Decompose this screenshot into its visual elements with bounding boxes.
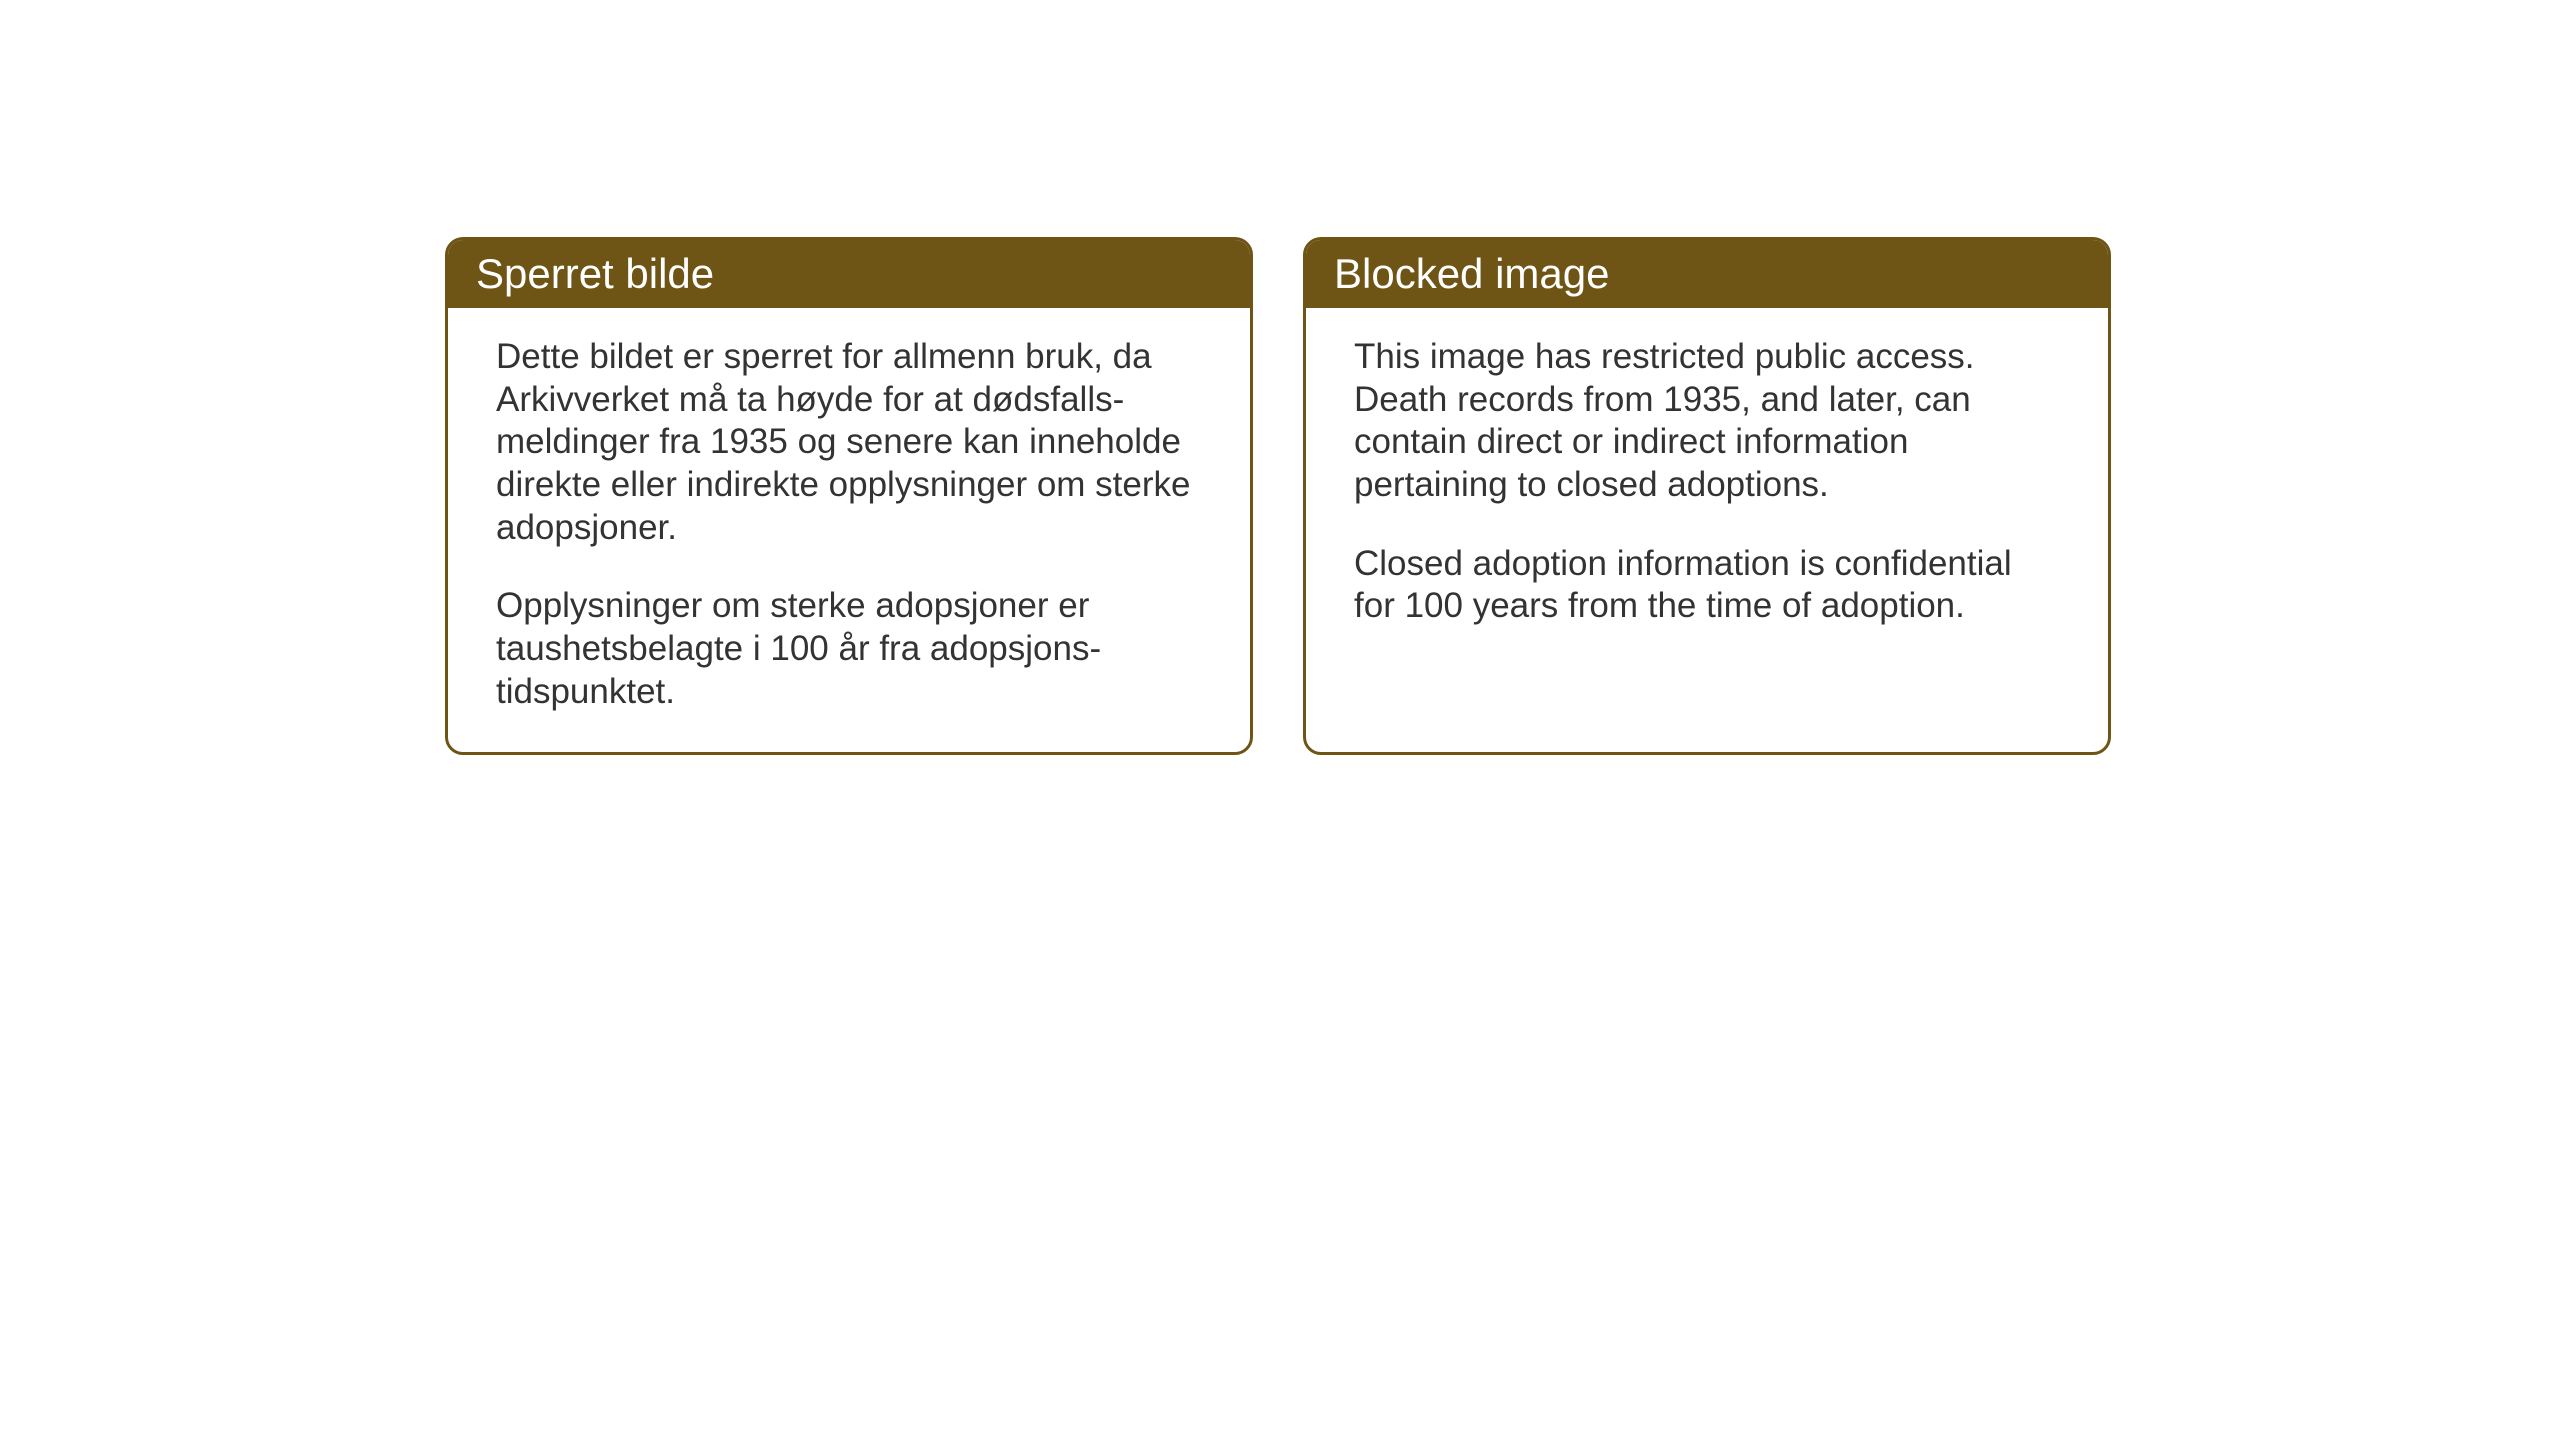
card-paragraph-1-norwegian: Dette bildet er sperret for allmenn bruk… <box>496 336 1202 549</box>
card-body-norwegian: Dette bildet er sperret for allmenn bruk… <box>448 308 1250 752</box>
card-title-norwegian: Sperret bilde <box>476 250 714 297</box>
cards-container: Sperret bilde Dette bildet er sperret fo… <box>445 237 2111 755</box>
card-paragraph-1-english: This image has restricted public access.… <box>1354 336 2060 507</box>
card-title-english: Blocked image <box>1334 250 1609 297</box>
card-english: Blocked image This image has restricted … <box>1303 237 2111 755</box>
card-header-norwegian: Sperret bilde <box>448 240 1250 308</box>
card-header-english: Blocked image <box>1306 240 2108 308</box>
card-paragraph-2-norwegian: Opplysninger om sterke adopsjoner er tau… <box>496 585 1202 713</box>
card-norwegian: Sperret bilde Dette bildet er sperret fo… <box>445 237 1253 755</box>
card-paragraph-2-english: Closed adoption information is confident… <box>1354 543 2060 628</box>
card-body-english: This image has restricted public access.… <box>1306 308 2108 666</box>
